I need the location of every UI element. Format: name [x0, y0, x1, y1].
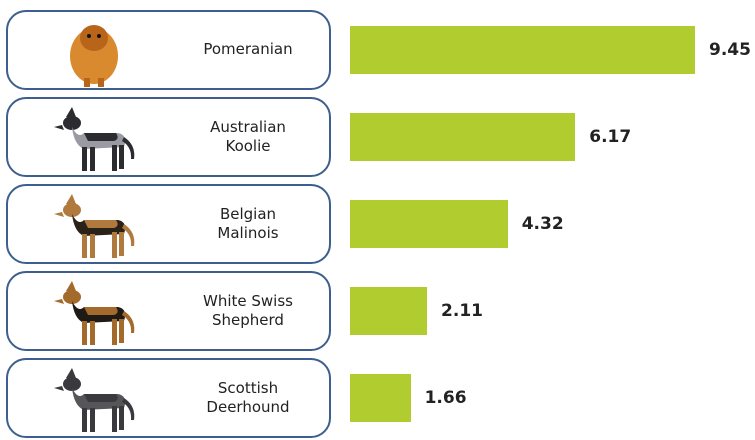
bar	[350, 26, 695, 74]
category-card: White Swiss Shepherd	[6, 271, 331, 351]
category-label-box: White Swiss Shepherd	[168, 273, 328, 349]
category-label: Belgian Malinois	[192, 205, 304, 244]
value-label: 4.32	[522, 200, 564, 248]
value-label: 1.66	[425, 374, 467, 422]
value-label: 6.17	[589, 113, 631, 161]
category-label-box: Australian Koolie	[168, 99, 328, 175]
category-label-box: Scottish Deerhound	[168, 360, 328, 436]
chart: Pomeranian 9.45 Australian Koolie 6.17 Bel…	[0, 0, 755, 440]
dog-icon	[44, 103, 144, 175]
bar	[350, 374, 411, 422]
dog-icon	[44, 364, 144, 436]
dog-icon	[44, 190, 144, 262]
category-label: Pomeranian	[192, 40, 304, 60]
category-label-box: Belgian Malinois	[168, 186, 328, 262]
category-card: Australian Koolie	[6, 97, 331, 177]
bar	[350, 200, 508, 248]
value-label: 9.45	[709, 26, 751, 74]
category-card: Belgian Malinois	[6, 184, 331, 264]
category-label: Scottish Deerhound	[192, 379, 304, 418]
bar	[350, 113, 575, 161]
category-label: White Swiss Shepherd	[192, 292, 304, 331]
category-card: Pomeranian	[6, 10, 331, 90]
value-label: 2.11	[441, 287, 483, 335]
bar	[350, 287, 427, 335]
category-label: Australian Koolie	[192, 118, 304, 157]
dog-icon	[44, 16, 144, 88]
dog-icon	[44, 277, 144, 349]
category-label-box: Pomeranian	[168, 12, 328, 88]
category-card: Scottish Deerhound	[6, 358, 331, 438]
